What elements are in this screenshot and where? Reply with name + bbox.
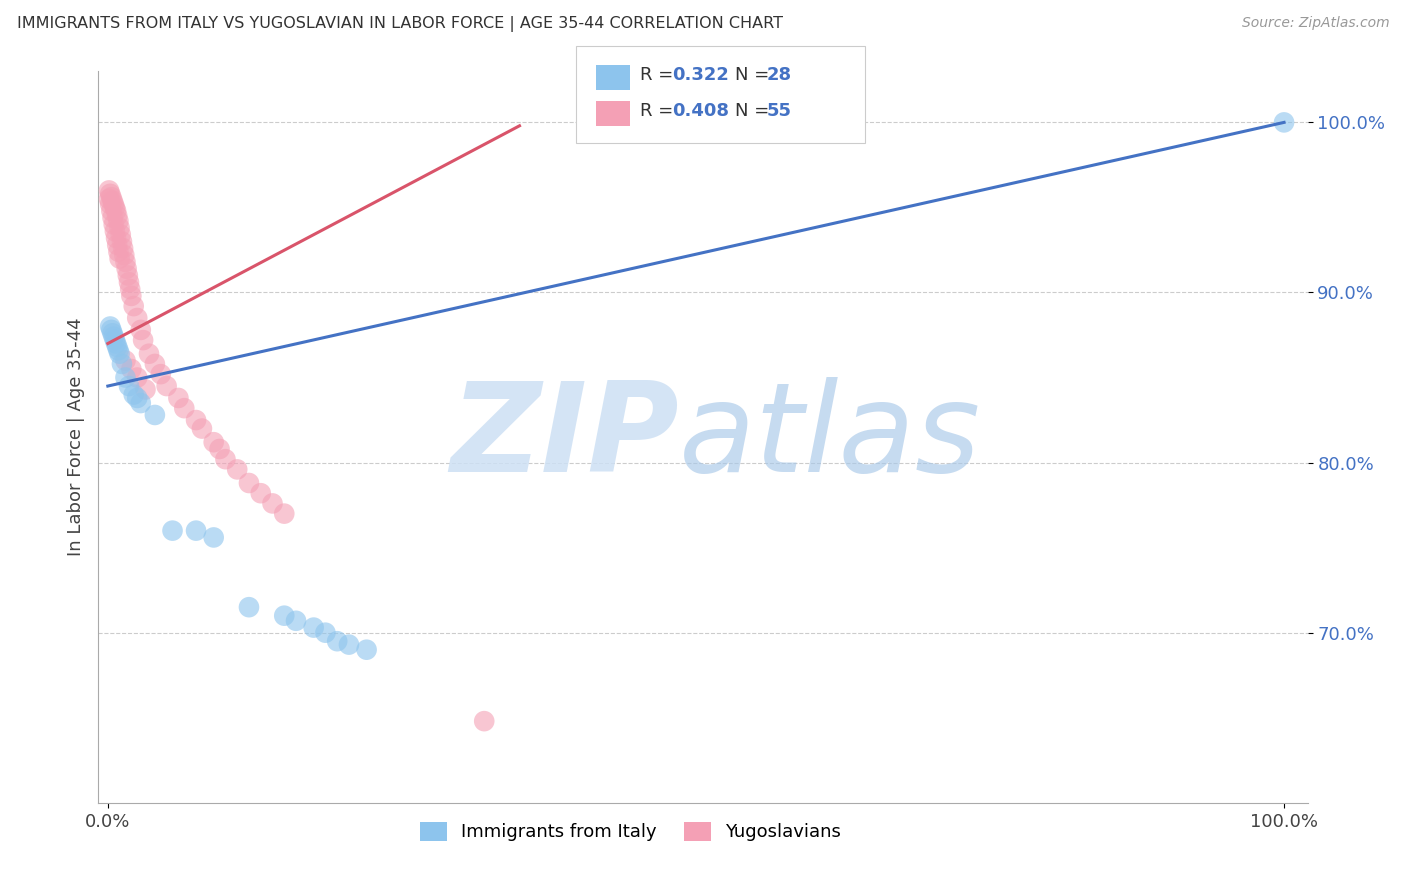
Point — [120, 289, 142, 303]
Text: ZIP: ZIP — [450, 376, 679, 498]
Point — [112, 241, 135, 255]
Point — [132, 333, 155, 347]
Point — [107, 244, 129, 259]
Point — [98, 183, 121, 197]
Point — [302, 621, 325, 635]
Point — [120, 362, 142, 376]
Text: N =: N = — [735, 66, 775, 84]
Point — [105, 340, 128, 354]
Point — [202, 435, 225, 450]
Point — [110, 227, 132, 242]
Point — [122, 387, 145, 401]
Point — [105, 238, 128, 252]
Point — [129, 396, 152, 410]
Point — [356, 642, 378, 657]
Y-axis label: In Labor Force | Age 35-44: In Labor Force | Age 35-44 — [66, 318, 84, 557]
Point — [108, 252, 131, 266]
Point — [100, 190, 122, 204]
Point — [117, 268, 139, 283]
Point — [105, 209, 128, 223]
Point — [118, 275, 141, 289]
Point — [208, 442, 231, 456]
Point — [214, 452, 236, 467]
Point — [127, 311, 149, 326]
Point — [107, 343, 129, 358]
Point — [202, 531, 225, 545]
Point — [337, 638, 360, 652]
Point — [285, 614, 308, 628]
Point — [107, 214, 129, 228]
Point — [149, 367, 172, 381]
Point — [108, 347, 131, 361]
Point — [101, 326, 124, 341]
Point — [111, 357, 134, 371]
Point — [143, 357, 166, 371]
Point — [111, 235, 134, 249]
Point — [129, 323, 152, 337]
Point — [98, 186, 121, 201]
Point — [238, 475, 260, 490]
Text: 55: 55 — [766, 103, 792, 120]
Point — [262, 496, 284, 510]
Point — [238, 600, 260, 615]
Text: R =: R = — [640, 66, 679, 84]
Point — [114, 370, 136, 384]
Point — [167, 391, 190, 405]
Point — [101, 194, 124, 208]
Point — [127, 391, 149, 405]
Point — [104, 333, 127, 347]
Point — [314, 625, 336, 640]
Point — [114, 353, 136, 368]
Text: R =: R = — [640, 103, 679, 120]
Point — [226, 462, 249, 476]
Point — [101, 211, 124, 225]
Point — [273, 507, 295, 521]
Text: 0.408: 0.408 — [672, 103, 730, 120]
Point — [122, 299, 145, 313]
Point — [143, 408, 166, 422]
Legend: Immigrants from Italy, Yugoslavians: Immigrants from Italy, Yugoslavians — [412, 814, 848, 848]
Point — [104, 224, 127, 238]
Point — [114, 255, 136, 269]
Point — [184, 413, 207, 427]
Point — [100, 203, 122, 218]
Point — [134, 383, 156, 397]
Point — [127, 370, 149, 384]
Point — [98, 319, 121, 334]
Point — [115, 261, 138, 276]
Point — [104, 201, 127, 215]
Point — [120, 282, 142, 296]
Point — [326, 634, 349, 648]
Point — [108, 220, 131, 235]
Point — [112, 248, 135, 262]
Point — [173, 401, 195, 416]
Point — [156, 379, 179, 393]
Point — [273, 608, 295, 623]
Text: atlas: atlas — [679, 376, 981, 498]
Point — [98, 197, 121, 211]
Point — [105, 231, 128, 245]
Point — [103, 197, 125, 211]
Point — [184, 524, 207, 538]
Point — [103, 329, 125, 343]
Text: 0.322: 0.322 — [672, 66, 728, 84]
Text: N =: N = — [735, 103, 775, 120]
Point — [98, 192, 121, 206]
Point — [105, 336, 128, 351]
Point — [118, 379, 141, 393]
Point — [138, 347, 160, 361]
Text: Source: ZipAtlas.com: Source: ZipAtlas.com — [1241, 16, 1389, 30]
Text: IMMIGRANTS FROM ITALY VS YUGOSLAVIAN IN LABOR FORCE | AGE 35-44 CORRELATION CHAR: IMMIGRANTS FROM ITALY VS YUGOSLAVIAN IN … — [17, 16, 783, 32]
Point — [191, 421, 214, 435]
Point — [162, 524, 184, 538]
Text: 28: 28 — [766, 66, 792, 84]
Point — [472, 714, 495, 728]
Point — [249, 486, 271, 500]
Point — [105, 203, 128, 218]
Point — [100, 323, 122, 337]
Point — [1272, 115, 1295, 129]
Point — [103, 218, 125, 232]
